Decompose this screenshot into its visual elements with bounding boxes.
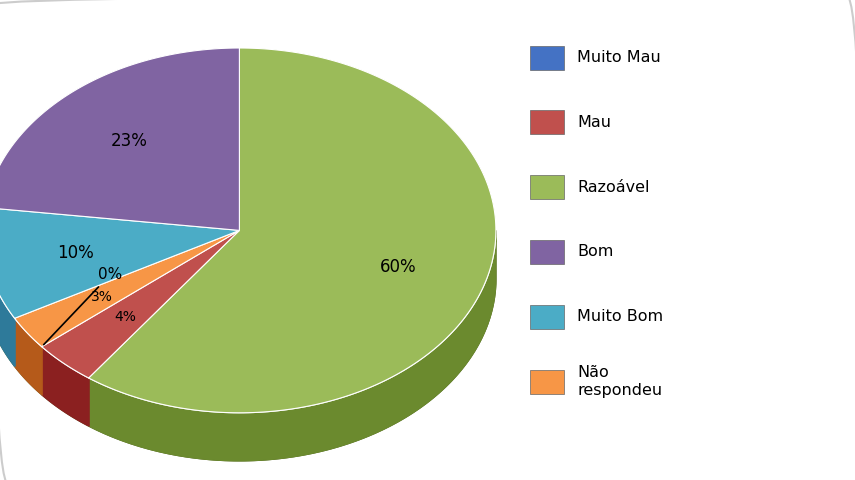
- FancyBboxPatch shape: [530, 175, 564, 199]
- Polygon shape: [42, 230, 239, 378]
- FancyBboxPatch shape: [530, 110, 564, 134]
- Polygon shape: [15, 230, 239, 347]
- Text: Razoável: Razoável: [577, 180, 650, 195]
- Text: Muito Bom: Muito Bom: [577, 309, 663, 324]
- Polygon shape: [15, 230, 239, 347]
- Polygon shape: [42, 230, 239, 378]
- Text: Não
respondeu: Não respondeu: [577, 365, 663, 398]
- FancyBboxPatch shape: [530, 305, 564, 329]
- Polygon shape: [0, 230, 496, 461]
- Polygon shape: [42, 347, 89, 426]
- Polygon shape: [0, 48, 239, 230]
- Text: 23%: 23%: [110, 132, 148, 150]
- Text: Muito Mau: Muito Mau: [577, 50, 661, 65]
- Text: 60%: 60%: [380, 258, 416, 276]
- Text: Bom: Bom: [577, 244, 614, 260]
- Polygon shape: [0, 48, 239, 230]
- Polygon shape: [89, 48, 496, 413]
- FancyBboxPatch shape: [530, 240, 564, 264]
- Polygon shape: [89, 48, 496, 413]
- FancyBboxPatch shape: [530, 46, 564, 70]
- Text: 3%: 3%: [91, 290, 113, 304]
- Text: 0%: 0%: [44, 267, 122, 345]
- Text: 10%: 10%: [57, 244, 94, 262]
- Polygon shape: [0, 230, 15, 366]
- FancyBboxPatch shape: [530, 370, 564, 394]
- Polygon shape: [0, 207, 239, 318]
- Polygon shape: [89, 236, 496, 461]
- Polygon shape: [15, 318, 42, 395]
- Text: Mau: Mau: [577, 115, 611, 130]
- Text: 4%: 4%: [115, 310, 136, 324]
- Polygon shape: [0, 207, 239, 318]
